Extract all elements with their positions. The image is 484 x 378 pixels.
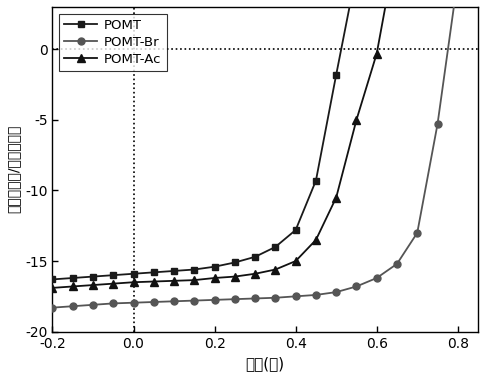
POMT — [130, 271, 136, 276]
POMT-Ac — [49, 286, 55, 290]
POMT-Br — [333, 290, 338, 294]
POMT-Ac — [171, 279, 177, 283]
Legend: POMT, POMT-Br, POMT-Ac: POMT, POMT-Br, POMT-Ac — [59, 14, 166, 71]
POMT-Ac — [333, 195, 338, 200]
POMT-Br — [171, 299, 177, 304]
POMT-Br — [252, 296, 257, 301]
POMT — [191, 267, 197, 272]
POMT-Br — [231, 297, 237, 301]
POMT-Ac — [373, 51, 379, 56]
POMT-Ac — [252, 271, 257, 276]
X-axis label: 电压(伏): 电压(伏) — [245, 356, 284, 371]
POMT — [333, 73, 338, 77]
POMT — [272, 245, 278, 249]
Line: POMT: POMT — [49, 0, 379, 283]
POMT-Br — [130, 301, 136, 305]
POMT — [252, 254, 257, 259]
POMT-Br — [353, 284, 359, 289]
POMT-Br — [292, 294, 298, 299]
Y-axis label: 电流（毫安/平方厘米）: 电流（毫安/平方厘米） — [7, 125, 21, 214]
POMT-Br — [393, 262, 399, 266]
POMT-Ac — [211, 276, 217, 280]
POMT-Br — [434, 122, 439, 126]
POMT-Br — [373, 276, 379, 280]
POMT-Br — [211, 297, 217, 302]
Line: POMT-Br: POMT-Br — [49, 0, 460, 311]
POMT-Br — [312, 293, 318, 297]
POMT-Ac — [151, 279, 156, 284]
POMT-Ac — [292, 259, 298, 263]
POMT — [292, 228, 298, 232]
POMT — [70, 276, 76, 280]
POMT-Ac — [231, 274, 237, 279]
POMT-Br — [413, 231, 419, 235]
POMT — [231, 260, 237, 265]
POMT — [312, 178, 318, 183]
POMT-Br — [110, 301, 116, 306]
POMT — [171, 269, 177, 273]
POMT-Ac — [130, 280, 136, 285]
POMT-Ac — [353, 118, 359, 122]
POMT-Ac — [312, 238, 318, 242]
POMT-Br — [90, 302, 96, 307]
POMT — [90, 274, 96, 279]
POMT — [211, 265, 217, 269]
POMT-Br — [70, 304, 76, 308]
Line: POMT-Ac: POMT-Ac — [48, 0, 421, 292]
POMT-Ac — [90, 283, 96, 287]
POMT-Ac — [272, 267, 278, 272]
POMT-Br — [272, 296, 278, 300]
POMT — [151, 270, 156, 274]
POMT-Ac — [191, 278, 197, 282]
POMT-Br — [191, 298, 197, 303]
POMT — [110, 273, 116, 277]
POMT-Ac — [110, 281, 116, 286]
POMT — [49, 277, 55, 282]
POMT-Br — [151, 300, 156, 304]
POMT-Ac — [70, 284, 76, 289]
POMT-Br — [49, 305, 55, 310]
